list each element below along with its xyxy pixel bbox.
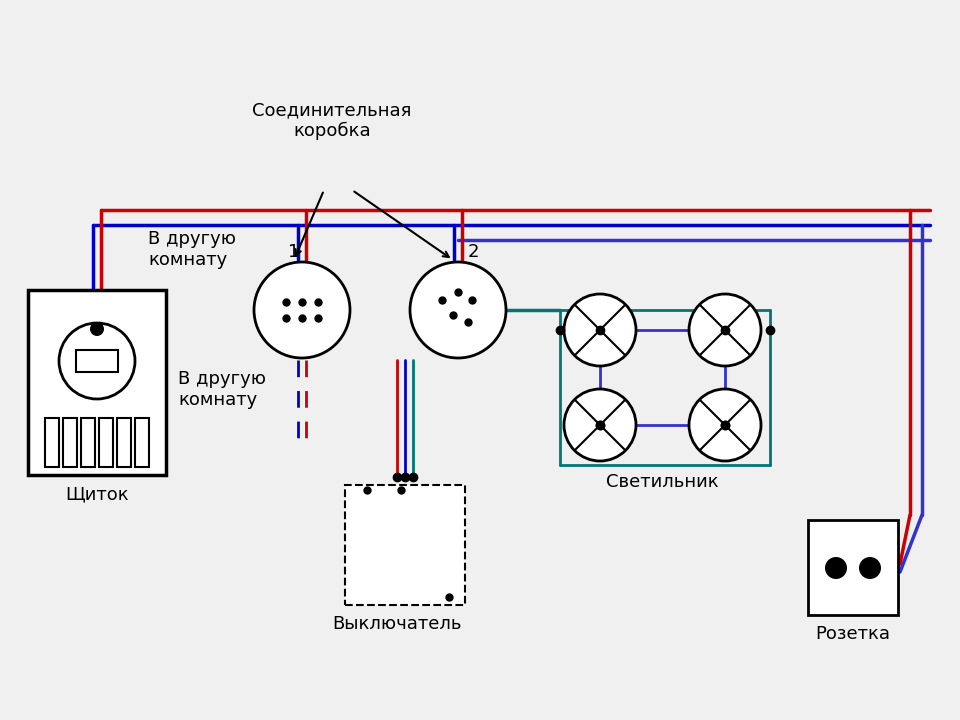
Text: В другую
комнату: В другую комнату: [178, 370, 266, 409]
Text: 2: 2: [468, 243, 479, 261]
Circle shape: [410, 262, 506, 358]
Circle shape: [90, 322, 104, 336]
Circle shape: [564, 389, 636, 461]
Bar: [81, 418, 95, 467]
Bar: [117, 418, 131, 467]
Bar: [808, 520, 898, 615]
Bar: [135, 418, 149, 467]
Text: Щиток: Щиток: [65, 485, 129, 503]
Bar: [345, 485, 465, 605]
Text: Розетка: Розетка: [815, 625, 891, 643]
Circle shape: [689, 294, 761, 366]
Text: Светильник: Светильник: [606, 473, 718, 491]
Bar: [28, 290, 166, 475]
Text: В другую
комнату: В другую комнату: [148, 230, 236, 269]
Bar: [76, 350, 118, 372]
Bar: [45, 418, 59, 467]
Circle shape: [689, 389, 761, 461]
Circle shape: [564, 294, 636, 366]
Circle shape: [825, 557, 847, 579]
Text: 1: 1: [288, 243, 300, 261]
Bar: [63, 418, 77, 467]
Text: Соединительная
коробка: Соединительная коробка: [252, 101, 412, 140]
Circle shape: [859, 557, 881, 579]
Bar: [99, 418, 113, 467]
Text: Выключатель: Выключатель: [332, 615, 462, 633]
Circle shape: [254, 262, 350, 358]
